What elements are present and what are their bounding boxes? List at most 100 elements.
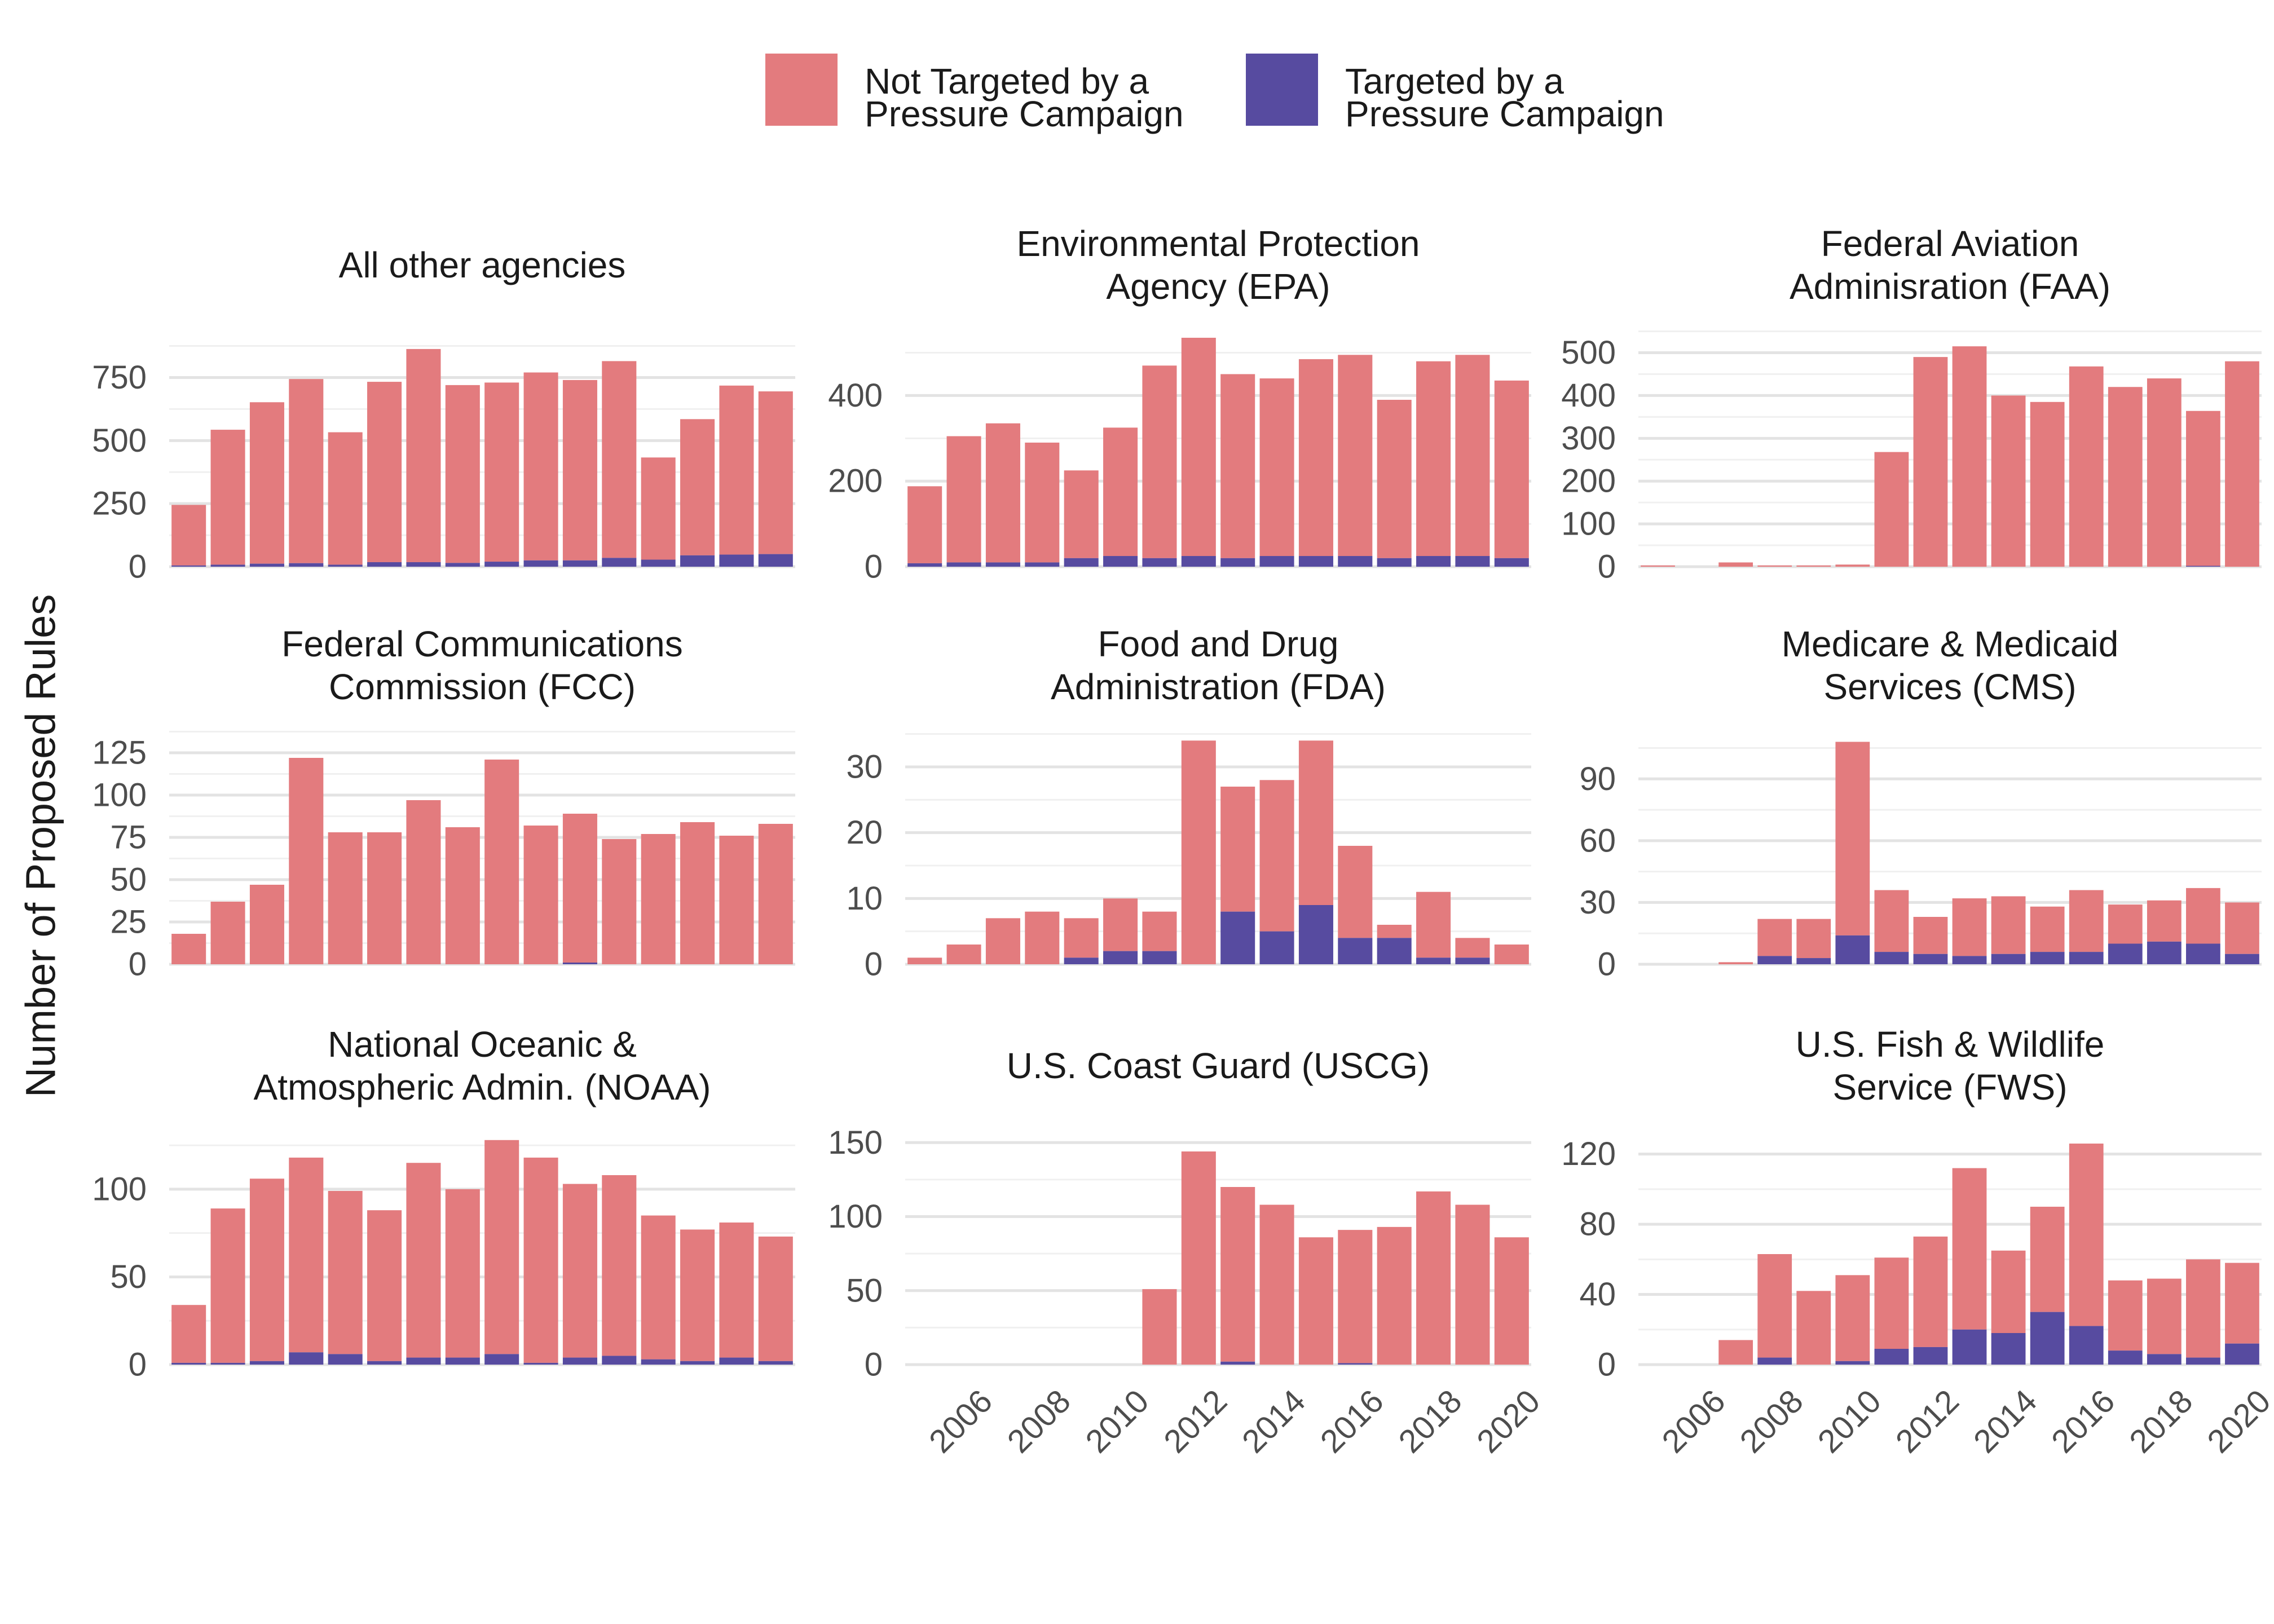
bar-not-targeted [2069, 1144, 2104, 1326]
panel-title-line: All other agencies [339, 245, 626, 285]
bar-not-targeted [758, 824, 793, 964]
bar-not-targeted [484, 382, 519, 562]
y-tick-label: 0 [865, 549, 883, 585]
y-tick-label: 500 [1561, 334, 1616, 371]
bar-not-targeted [1181, 1151, 1216, 1365]
bar-targeted [1952, 956, 1987, 964]
panel-title-line: Adminisration (FAA) [1790, 266, 2110, 307]
bar-not-targeted [2147, 378, 2182, 567]
bar-not-targeted [171, 934, 206, 964]
bar-targeted [562, 560, 597, 567]
bar-not-targeted [2030, 401, 2065, 567]
panel-title-line: U.S. Coast Guard (USCG) [1007, 1045, 1430, 1086]
x-tick-label: 2020 [2200, 1383, 2274, 1460]
bar-not-targeted [1142, 1289, 1177, 1365]
bar-not-targeted [602, 1175, 637, 1356]
bar-not-targeted [1835, 742, 1870, 935]
bar-not-targeted [602, 361, 637, 558]
bar-targeted [641, 1359, 676, 1365]
bar-not-targeted [1874, 1257, 1909, 1349]
bar-targeted [1103, 556, 1138, 567]
bar-not-targeted [406, 1163, 441, 1358]
bar-not-targeted [1718, 962, 1753, 964]
bar-targeted [523, 1362, 558, 1365]
x-tick-label: 2014 [1967, 1383, 2044, 1460]
bar-not-targeted [1874, 890, 1909, 952]
bar-not-targeted [1259, 1204, 1294, 1365]
bar-not-targeted [719, 836, 754, 964]
bar-not-targeted [523, 372, 558, 561]
bar-targeted [171, 1362, 206, 1365]
bar-targeted [1796, 958, 1831, 964]
y-tick-label: 400 [828, 377, 883, 414]
bar-targeted [523, 560, 558, 567]
bar-targeted [289, 563, 324, 567]
bar-targeted [1220, 911, 1255, 964]
bar-not-targeted [1142, 911, 1177, 951]
panel-title-line: National Oceanic & [328, 1024, 637, 1065]
y-tick-label: 0 [865, 946, 883, 983]
bar-targeted [1416, 556, 1451, 567]
bar-targeted [1757, 956, 1792, 964]
bar-not-targeted [1181, 337, 1216, 557]
bar-targeted [406, 1357, 441, 1365]
bar-not-targeted [523, 826, 558, 964]
y-tick-label: 50 [846, 1272, 883, 1309]
bar-not-targeted [1494, 1237, 1529, 1365]
y-tick-label: 100 [828, 1198, 883, 1235]
bar-not-targeted [1796, 919, 1831, 959]
legend-swatch-not-targeted [765, 54, 838, 126]
x-tick-label: 2006 [1655, 1383, 1732, 1460]
y-tick-label: 100 [92, 777, 147, 814]
bar-targeted [1338, 556, 1373, 567]
bar-targeted [2030, 1312, 2065, 1365]
panel-title-line: U.S. Fish & Wildlife [1796, 1024, 2105, 1065]
bar-not-targeted [249, 402, 284, 564]
bar-not-targeted [289, 379, 324, 563]
panel-title-line: Agency (EPA) [1106, 266, 1330, 307]
bar-targeted [1835, 935, 1870, 964]
x-tick-label: 2012 [1889, 1383, 1966, 1460]
bar-not-targeted [367, 832, 402, 964]
bar-not-targeted [2108, 904, 2143, 944]
bar-not-targeted [171, 505, 206, 566]
bar-not-targeted [367, 382, 402, 562]
bar-not-targeted [1338, 846, 1373, 938]
y-tick-label: 750 [92, 359, 147, 396]
x-tick-label: 2014 [1235, 1383, 1312, 1460]
bar-not-targeted [249, 885, 284, 964]
bar-targeted [445, 1357, 480, 1365]
bar-targeted [1181, 556, 1216, 567]
y-tick-label: 10 [846, 880, 883, 917]
bar-targeted [1913, 1347, 1948, 1365]
bar-not-targeted [445, 1189, 480, 1358]
bar-not-targeted [2069, 366, 2104, 567]
bar-not-targeted [1494, 945, 1529, 964]
bar-targeted [484, 1354, 519, 1365]
bar-not-targeted [1220, 787, 1255, 912]
x-tick-label: 2006 [922, 1383, 999, 1460]
panel-title-line: Commission (FCC) [329, 667, 636, 707]
bar-targeted [2186, 943, 2220, 964]
bar-not-targeted [1025, 442, 1060, 563]
y-tick-label: 50 [110, 1259, 147, 1295]
bar-not-targeted [1913, 357, 1948, 567]
bar-not-targeted [2186, 888, 2220, 944]
y-tick-label: 0 [129, 1347, 147, 1383]
bar-targeted [2225, 954, 2259, 964]
bar-targeted [602, 558, 637, 567]
bar-not-targeted [1298, 1237, 1333, 1365]
bar-not-targeted [985, 918, 1020, 964]
legend-swatch-targeted [1246, 54, 1318, 126]
bar-not-targeted [2108, 1280, 2143, 1351]
bar-targeted [907, 563, 942, 567]
bar-not-targeted [1991, 395, 2026, 567]
bar-not-targeted [680, 419, 715, 555]
bar-not-targeted [641, 457, 676, 560]
bar-not-targeted [946, 945, 981, 964]
bar-targeted [249, 1361, 284, 1365]
bar-targeted [1991, 954, 2026, 964]
bar-not-targeted [758, 1236, 793, 1361]
bar-not-targeted [328, 1191, 363, 1354]
